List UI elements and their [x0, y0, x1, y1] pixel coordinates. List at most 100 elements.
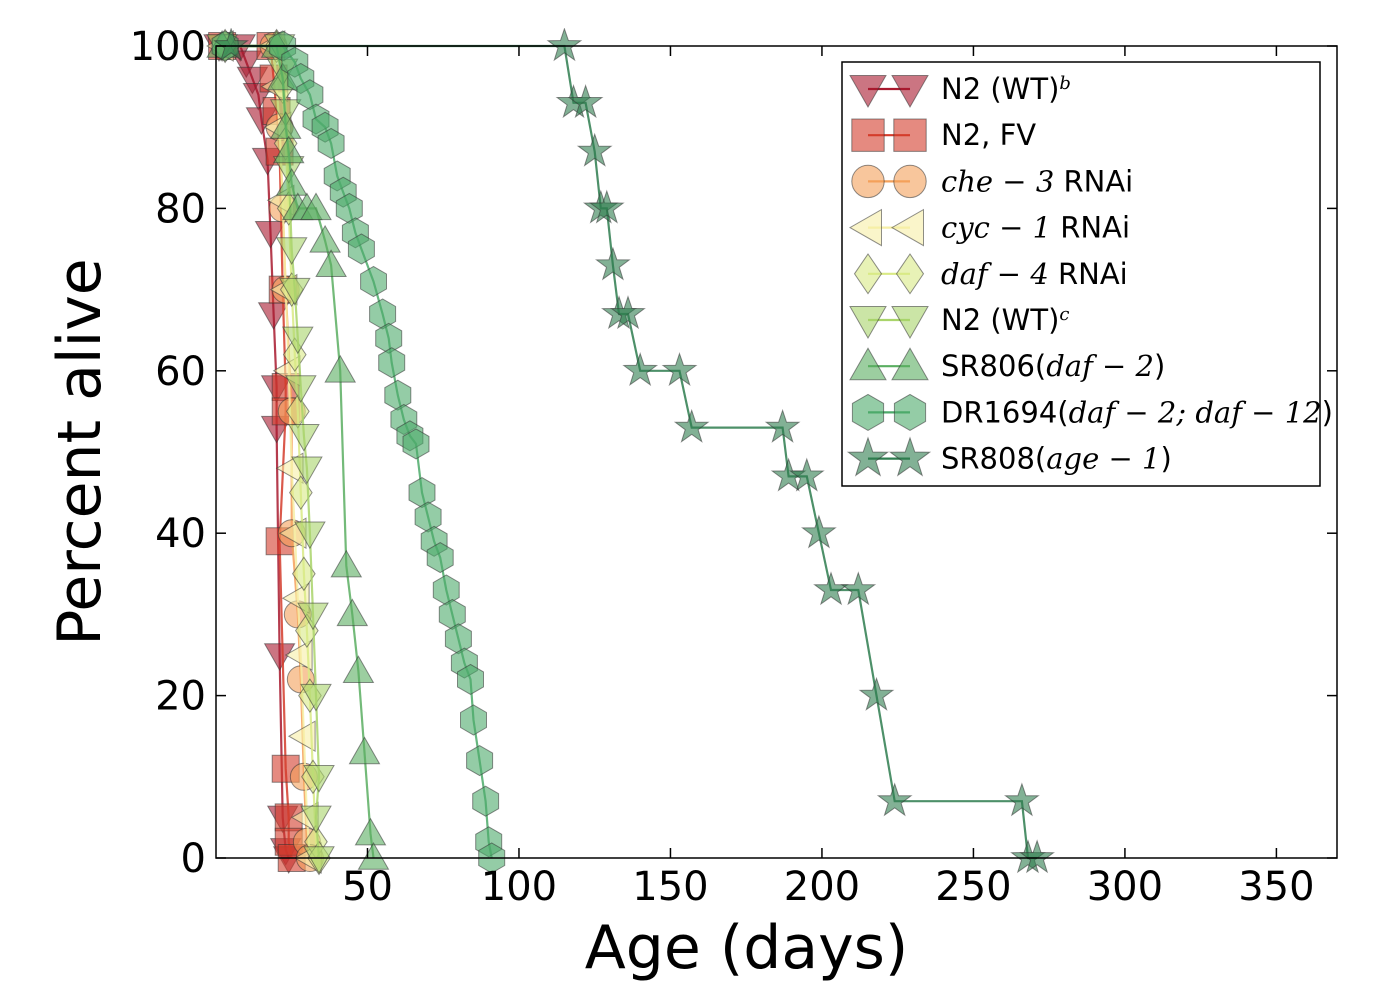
data-point: [275, 167, 308, 196]
legend-label: cyc − 1 RNAi: [941, 211, 1130, 245]
data-point: [294, 521, 326, 550]
data-point: [402, 428, 430, 460]
data-point: [378, 347, 406, 379]
y-tick-label: 40: [155, 511, 206, 557]
data-point: [661, 352, 698, 387]
data-point: [263, 643, 296, 672]
data-point: [466, 745, 494, 777]
x-tick-label: 150: [632, 864, 708, 910]
legend-label: N2 (WT)b: [941, 72, 1071, 106]
legend-marker: [849, 75, 887, 109]
legend-marker: [893, 393, 927, 431]
data-point: [472, 785, 500, 817]
legend-entry: daf − 4 RNAi: [853, 253, 1128, 295]
series-8: [211, 30, 506, 874]
legend-label: SR806(daf − 2): [941, 349, 1165, 383]
legend-marker: [891, 347, 929, 381]
legend-marker: [893, 118, 927, 152]
data-point: [801, 514, 837, 549]
legend-marker: [846, 436, 890, 477]
data-point: [438, 598, 466, 630]
axes: 50 100 150 200 250 300 350 0 20 40 60 80 100 Age (day…: [45, 24, 1338, 983]
data-point: [269, 111, 302, 139]
data-point: [858, 676, 895, 711]
legend-entry: DR1694(daf − 2; daf − 12): [851, 393, 1333, 431]
legend-label: che − 3 RNAi: [941, 164, 1133, 198]
legend-label: daf − 4 RNAi: [941, 257, 1128, 291]
data-point: [460, 704, 487, 736]
legend-entry: cyc − 1 RNAi: [848, 208, 1130, 247]
data-point: [432, 574, 460, 606]
x-tick-label: 350: [1238, 864, 1314, 910]
series-7: [206, 29, 390, 870]
data-point: [284, 639, 313, 671]
data-point: [813, 571, 849, 606]
data-point: [303, 765, 335, 793]
y-tick-label: 60: [155, 349, 206, 395]
data-point: [576, 132, 613, 167]
plot-marks: [203, 28, 1055, 876]
y-axis-label: Percent alive: [45, 258, 115, 645]
data-point: [840, 571, 877, 606]
data-point: [336, 598, 369, 627]
data-point: [567, 84, 604, 119]
data-point: [610, 295, 646, 330]
legend-marker: [891, 306, 929, 340]
data-point: [1019, 839, 1055, 874]
legend-entry: SR806(daf − 2): [849, 347, 1165, 383]
data-point: [213, 28, 250, 62]
data-point: [357, 841, 390, 870]
legend-label: SR808(age − 1): [941, 442, 1172, 476]
plot-frame: [215, 45, 1338, 859]
data-point: [457, 663, 484, 695]
data-point: [281, 326, 314, 355]
series-9: [213, 28, 1055, 874]
data-point: [315, 249, 347, 277]
data-point: [354, 817, 387, 846]
data-point: [275, 237, 308, 266]
x-tick-label: 200: [784, 864, 860, 910]
x-tick-label: 300: [1087, 864, 1163, 910]
data-point: [300, 805, 332, 834]
x-tick-label: 50: [342, 864, 393, 910]
data-point: [303, 846, 335, 875]
data-point: [788, 457, 825, 492]
data-point: [297, 602, 329, 631]
data-point: [284, 375, 317, 404]
x-tick-label: 250: [935, 864, 1011, 910]
legend-marker: [851, 393, 885, 431]
legend-marker: [849, 306, 887, 340]
legend-marker: [848, 208, 882, 247]
legend-label: N2, FV: [941, 118, 1036, 152]
x-axis-label: Age (days): [585, 913, 909, 983]
legend-entry: che − 3 RNAi: [851, 164, 1133, 199]
legend-label: DR1694(daf − 2; daf − 12): [941, 395, 1333, 429]
data-point: [278, 277, 311, 306]
data-point: [546, 28, 583, 62]
data-point: [414, 501, 442, 533]
data-point: [408, 477, 436, 509]
data-point: [876, 782, 913, 817]
legend-marker: [891, 75, 929, 109]
legend: N2 (WT)b N2, FV che − 3 RNAi cyc − 1 RNAi da…: [841, 61, 1333, 487]
legend-marker: [895, 253, 925, 295]
data-point: [309, 224, 341, 253]
data-point: [272, 135, 305, 164]
legend-entry: N2 (WT)b: [849, 72, 1071, 109]
data-point: [764, 408, 801, 443]
legend-marker: [851, 118, 885, 152]
y-tick-label: 0: [181, 836, 206, 882]
legend-label: N2 (WT)c: [941, 303, 1069, 337]
data-point: [426, 542, 454, 574]
legend-marker: [888, 436, 932, 477]
legend-marker: [893, 164, 927, 199]
legend-marker: [890, 208, 924, 247]
data-point: [622, 352, 659, 387]
data-point: [347, 233, 375, 265]
data-point: [288, 424, 320, 452]
data-point: [384, 379, 412, 411]
data-point: [595, 246, 631, 281]
y-tick-label: 80: [155, 186, 206, 232]
legend-entry: SR808(age − 1): [846, 436, 1172, 477]
